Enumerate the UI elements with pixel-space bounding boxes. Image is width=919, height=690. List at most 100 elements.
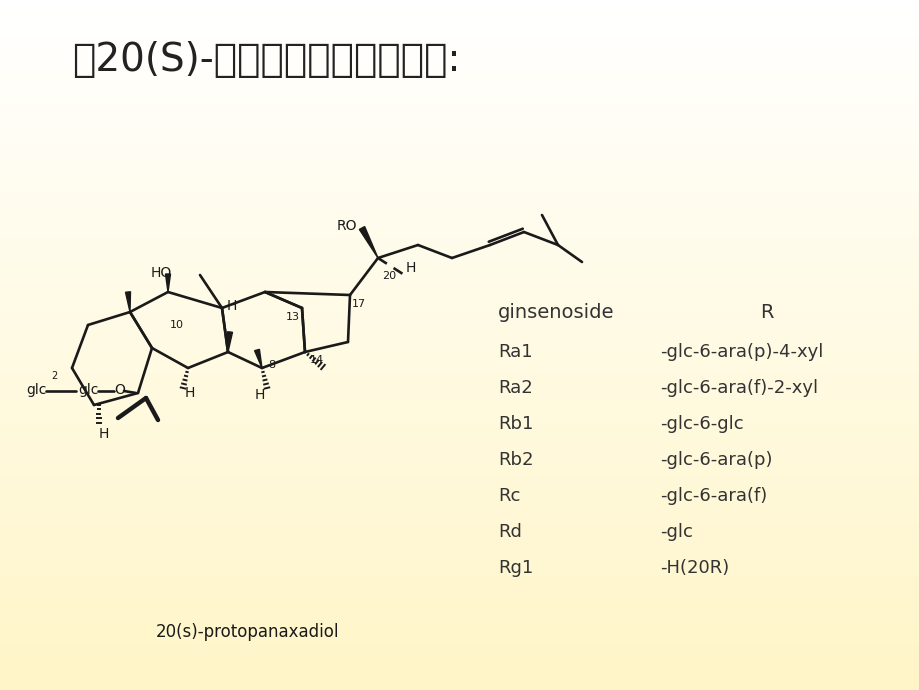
Bar — [0, 598, 919, 599]
Bar — [0, 101, 919, 102]
Bar — [0, 287, 919, 288]
Bar — [0, 309, 919, 310]
Bar — [0, 334, 919, 335]
Bar — [0, 586, 919, 587]
Bar — [0, 623, 919, 624]
Bar — [0, 543, 919, 544]
Bar — [0, 323, 919, 324]
Bar — [0, 558, 919, 559]
Bar — [0, 233, 919, 234]
Bar — [0, 257, 919, 258]
Bar — [0, 470, 919, 471]
Bar — [0, 104, 919, 105]
Polygon shape — [227, 332, 233, 352]
Bar — [0, 65, 919, 66]
Bar — [0, 252, 919, 253]
Bar — [0, 96, 919, 97]
Bar — [0, 410, 919, 411]
Bar — [0, 345, 919, 346]
Bar — [0, 603, 919, 604]
Bar — [0, 548, 919, 549]
Text: H: H — [98, 427, 109, 441]
Bar — [0, 161, 919, 162]
Bar — [0, 177, 919, 178]
Bar — [0, 3, 919, 4]
Bar — [0, 295, 919, 296]
Bar — [0, 588, 919, 589]
Bar — [0, 1, 919, 2]
Bar — [0, 273, 919, 274]
Bar — [0, 150, 919, 151]
Bar — [0, 495, 919, 496]
Bar — [0, 629, 919, 630]
Bar — [0, 521, 919, 522]
Bar — [0, 535, 919, 536]
Bar — [0, 388, 919, 389]
Bar — [0, 26, 919, 27]
Bar — [0, 386, 919, 387]
Bar — [0, 403, 919, 404]
Bar — [0, 314, 919, 315]
Bar — [0, 364, 919, 365]
Bar — [0, 227, 919, 228]
Bar — [0, 675, 919, 676]
Bar — [0, 404, 919, 405]
Bar — [0, 656, 919, 657]
Bar — [0, 441, 919, 442]
Bar — [0, 253, 919, 254]
Bar — [0, 80, 919, 81]
Bar — [0, 139, 919, 140]
Bar — [0, 663, 919, 664]
Bar — [0, 562, 919, 563]
Bar — [0, 319, 919, 320]
Bar — [0, 420, 919, 421]
Bar — [0, 305, 919, 306]
Bar — [0, 426, 919, 427]
Bar — [0, 633, 919, 634]
Bar — [0, 343, 919, 344]
Bar — [0, 552, 919, 553]
Bar — [0, 581, 919, 582]
Bar — [0, 572, 919, 573]
Bar — [0, 448, 919, 449]
Bar — [0, 605, 919, 606]
Text: H: H — [405, 261, 416, 275]
Bar — [0, 194, 919, 195]
Bar — [0, 268, 919, 269]
Bar — [0, 673, 919, 674]
Bar — [0, 455, 919, 456]
Bar — [0, 660, 919, 661]
Bar — [0, 641, 919, 642]
Bar — [0, 428, 919, 429]
Text: Ra2: Ra2 — [497, 379, 532, 397]
Bar — [0, 0, 919, 1]
Bar — [0, 159, 919, 160]
Bar — [0, 281, 919, 282]
Bar — [0, 232, 919, 233]
Bar — [0, 671, 919, 672]
Bar — [0, 497, 919, 498]
Bar — [0, 74, 919, 75]
Bar — [0, 434, 919, 435]
Bar — [0, 266, 919, 267]
Bar — [0, 118, 919, 119]
Bar — [0, 285, 919, 286]
Bar — [0, 274, 919, 275]
Bar — [0, 103, 919, 104]
Bar — [0, 637, 919, 638]
Bar — [0, 353, 919, 354]
Bar — [0, 503, 919, 504]
Text: -glc-6-ara(f)-2-xyl: -glc-6-ara(f)-2-xyl — [659, 379, 817, 397]
Bar — [0, 208, 919, 209]
Bar — [0, 332, 919, 333]
Bar — [0, 494, 919, 495]
Bar — [0, 619, 919, 620]
Bar — [0, 612, 919, 613]
Bar — [0, 647, 919, 648]
Bar — [0, 665, 919, 666]
Bar — [0, 33, 919, 34]
Bar — [0, 677, 919, 678]
Bar — [0, 466, 919, 467]
Bar — [0, 462, 919, 463]
Bar — [0, 463, 919, 464]
